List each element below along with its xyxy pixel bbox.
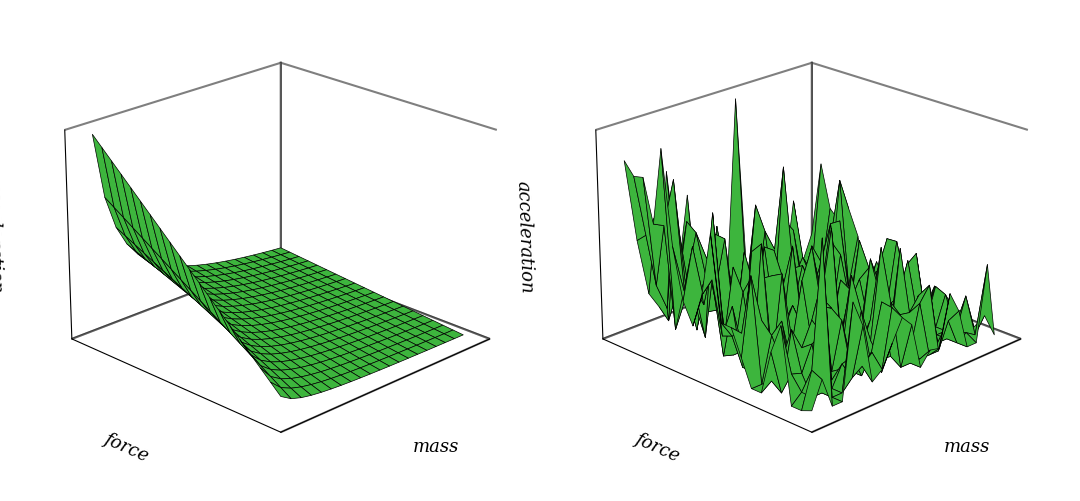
Y-axis label: force: force [632, 429, 683, 464]
X-axis label: mass: mass [413, 437, 459, 455]
X-axis label: mass: mass [944, 437, 989, 455]
Y-axis label: force: force [100, 429, 151, 464]
